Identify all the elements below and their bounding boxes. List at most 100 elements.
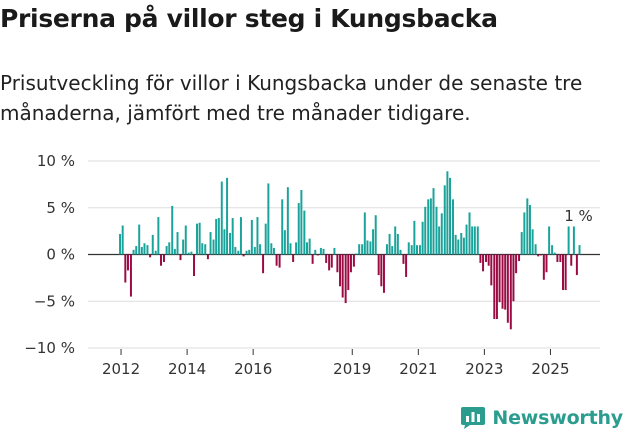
bar (262, 254, 265, 274)
bar (237, 250, 240, 255)
bar (135, 246, 138, 255)
bar (454, 234, 457, 255)
bar (394, 226, 397, 255)
bar (526, 198, 529, 255)
bar (231, 218, 234, 255)
bar (385, 244, 388, 255)
bar (336, 254, 339, 273)
newsworthy-icon (461, 407, 486, 429)
x-tick-label: 2019 (333, 360, 371, 378)
brand-logo: Newsworthy (460, 406, 623, 430)
bar (283, 230, 286, 255)
bar (490, 254, 493, 286)
bar (124, 254, 127, 283)
bar (281, 199, 284, 255)
bar (306, 242, 308, 255)
bar (215, 218, 218, 255)
bar (531, 229, 534, 255)
bar (322, 248, 325, 255)
bar (245, 250, 248, 255)
bar (325, 254, 328, 263)
bar (314, 249, 317, 255)
bar (162, 254, 165, 262)
bar (212, 239, 215, 255)
bar (518, 254, 521, 262)
bar (363, 212, 366, 255)
bar (154, 250, 157, 255)
bar (126, 254, 129, 271)
bar (204, 244, 207, 255)
bar (468, 212, 471, 255)
bar (539, 254, 542, 256)
x-tick-label: 2014 (168, 360, 206, 378)
bar (157, 217, 160, 255)
bar (457, 239, 460, 255)
bar (198, 222, 201, 255)
bar (129, 254, 132, 297)
bar (551, 245, 554, 255)
bar (253, 247, 256, 255)
bar (523, 212, 526, 255)
bar (344, 254, 347, 304)
bar (316, 254, 319, 256)
bar (578, 245, 581, 255)
bar (482, 254, 485, 272)
bar (193, 254, 196, 276)
bar (413, 220, 416, 255)
bar (374, 215, 377, 255)
bar (339, 254, 342, 287)
bar (407, 242, 410, 255)
bar (275, 254, 278, 266)
x-tick-label: 2016 (234, 360, 272, 378)
y-tick-label: 0 % (46, 246, 75, 264)
bar (295, 242, 298, 255)
bar (138, 224, 141, 255)
bar (239, 217, 242, 255)
bar (537, 254, 540, 257)
y-tick-label: 5 % (46, 199, 75, 217)
bar (220, 181, 223, 255)
bar (303, 210, 306, 255)
bar (229, 233, 232, 255)
bar (435, 206, 438, 255)
bar (250, 219, 253, 255)
bar (289, 243, 292, 255)
bar (391, 246, 394, 255)
bar (515, 254, 518, 274)
bar (460, 233, 463, 255)
bar (267, 183, 270, 255)
bar (427, 199, 430, 255)
bar (308, 238, 311, 255)
bar (248, 249, 251, 255)
bar (297, 203, 300, 255)
bar (333, 247, 336, 255)
bar (171, 205, 174, 255)
bar (347, 254, 350, 291)
bar (418, 245, 421, 255)
bar (449, 177, 452, 255)
bar (176, 232, 179, 255)
x-tick-label: 2021 (399, 360, 437, 378)
bar (179, 254, 182, 261)
bar (567, 226, 570, 255)
bar (471, 226, 474, 255)
bar (542, 254, 545, 280)
bar (168, 242, 171, 255)
bar (493, 254, 496, 320)
bar (184, 225, 187, 255)
bar (226, 177, 229, 255)
bar (256, 217, 259, 255)
bar (377, 254, 380, 276)
bar (292, 254, 295, 262)
bar (465, 224, 468, 255)
x-tick-label: 2012 (102, 360, 140, 378)
bar (361, 244, 364, 255)
bar (556, 254, 559, 262)
bar (352, 254, 355, 267)
bar (405, 254, 408, 277)
bar (132, 249, 135, 255)
bar (572, 226, 575, 255)
x-tick-label: 2023 (465, 360, 503, 378)
bar (548, 226, 551, 255)
bar (190, 251, 193, 255)
